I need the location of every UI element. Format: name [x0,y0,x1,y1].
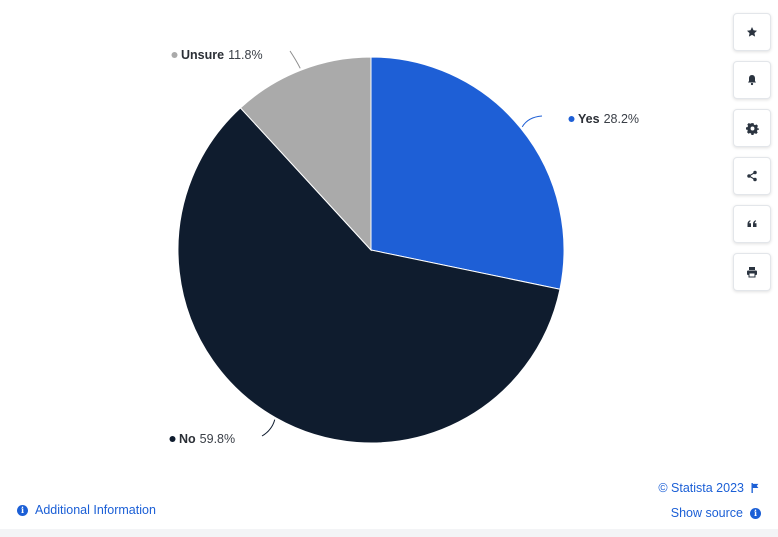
share-button[interactable] [733,157,771,195]
leader-line-no [261,419,276,437]
notification-button[interactable] [733,61,771,99]
slice-label-name: No [179,432,196,446]
label-dot-unsure [171,52,178,58]
gear-icon [745,122,759,135]
slice-label-no: No 59.8% [179,432,235,446]
pie-slice-yes[interactable] [370,56,565,290]
slice-label-value: 59.8% [200,432,235,446]
settings-button[interactable] [733,109,771,147]
label-dot-no [169,436,176,442]
star-icon [747,27,757,37]
additional-information-label: Additional Information [35,503,156,517]
leader-line-unsure [289,50,301,69]
print-icon [747,267,757,278]
bottom-strip [0,529,778,537]
slice-label-yes: Yes 28.2% [578,112,639,126]
pie-slices [177,56,565,444]
quote-icon [747,220,757,227]
cite-button[interactable] [733,205,771,243]
slice-label-value: 11.8% [228,48,263,62]
additional-information-link[interactable]: i Additional Information [17,503,156,517]
pie-slice-unsure[interactable] [239,56,372,252]
slice-label-unsure: Unsure 11.8% [181,48,263,62]
label-leader-lines [261,50,543,437]
share-icon [747,170,757,182]
print-button[interactable] [733,253,771,291]
slice-label-name: Yes [578,112,600,126]
show-source-link[interactable]: Show source i [671,506,761,520]
info-icon: i [17,504,28,516]
chart-toolbar [733,13,771,301]
favorite-button[interactable] [733,13,771,51]
copyright[interactable]: © Statista 2023 [658,481,760,495]
show-source-label: Show source [670,506,743,520]
leader-line-yes [521,115,543,128]
copyright-label: © Statista 2023 [658,481,744,495]
flag-icon [751,483,759,493]
slice-labels: Yes 28.2% No 59.8% Unsure 11.8% [169,48,639,446]
slice-label-value: 28.2% [604,112,639,126]
pie-chart: Yes 28.2% No 59.8% Unsure 11.8% [169,48,639,446]
slice-label-name: Unsure [181,48,224,62]
bell-icon [748,75,756,86]
label-dot-yes [568,116,575,122]
info-icon: i [750,507,761,519]
pie-slice-no[interactable] [177,107,561,444]
